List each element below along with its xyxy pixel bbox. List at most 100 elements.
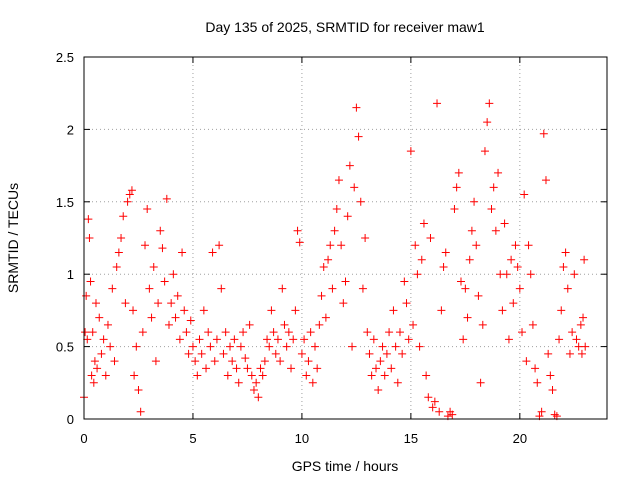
- data-point: [563, 284, 572, 293]
- data-point: [310, 342, 319, 351]
- data-point: [160, 277, 169, 286]
- data-point: [134, 386, 143, 395]
- data-point: [278, 284, 287, 293]
- data-point: [156, 226, 165, 235]
- data-point: [557, 306, 566, 315]
- data-point: [147, 313, 156, 322]
- data-point: [265, 342, 274, 351]
- data-point: [417, 255, 426, 264]
- data-point: [197, 349, 206, 358]
- data-point: [167, 299, 176, 308]
- data-point: [345, 161, 354, 170]
- data-point: [339, 299, 348, 308]
- data-point: [221, 328, 230, 337]
- data-point: [188, 342, 197, 351]
- data-point: [284, 328, 293, 337]
- data-point: [304, 357, 313, 366]
- y-tick-labels: 0 0.5 1 1.5 2 2.5: [56, 50, 74, 427]
- data-point: [509, 299, 518, 308]
- axis-ticks: [83, 56, 607, 420]
- data-point: [485, 99, 494, 108]
- data-point: [393, 378, 402, 387]
- data-point: [267, 306, 276, 315]
- data-point: [89, 378, 98, 387]
- data-point: [191, 357, 200, 366]
- data-point: [97, 349, 106, 358]
- data-point: [539, 129, 548, 138]
- data-point: [193, 371, 202, 380]
- data-point: [282, 342, 291, 351]
- data-point: [398, 349, 407, 358]
- data-point: [463, 313, 472, 322]
- data-point: [577, 349, 586, 358]
- data-point: [480, 147, 489, 156]
- data-point: [130, 371, 139, 380]
- data-point: [164, 320, 173, 329]
- data-point: [90, 357, 99, 366]
- data-point: [328, 284, 337, 293]
- data-point: [108, 284, 117, 293]
- data-point: [258, 371, 267, 380]
- data-point: [433, 99, 442, 108]
- data-point: [465, 255, 474, 264]
- data-point: [315, 320, 324, 329]
- data-point: [232, 364, 241, 373]
- data-point: [85, 234, 94, 242]
- data-point: [332, 205, 341, 214]
- data-point: [280, 320, 289, 329]
- data-point: [204, 328, 213, 337]
- data-point: [548, 386, 557, 395]
- data-point: [110, 357, 119, 366]
- data-point: [367, 371, 376, 380]
- x-tick-label: 0: [80, 431, 87, 446]
- data-point: [228, 357, 237, 366]
- data-point: [354, 132, 363, 141]
- data-point: [526, 270, 535, 279]
- data-point: [572, 335, 581, 344]
- data-point: [369, 335, 378, 344]
- data-point: [350, 183, 359, 192]
- y-tick-label: 2.5: [56, 50, 74, 65]
- data-point: [210, 357, 219, 366]
- data-point: [234, 378, 243, 387]
- data-point: [363, 328, 372, 337]
- y-tick-label: 0.5: [56, 340, 74, 355]
- data-point: [249, 386, 258, 395]
- data-point: [123, 197, 132, 206]
- data-point: [149, 262, 158, 271]
- chart-title: Day 135 of 2025, SRMTID for receiver maw…: [205, 19, 485, 35]
- data-point: [180, 306, 189, 315]
- data-point: [411, 241, 420, 250]
- data-point: [230, 335, 239, 344]
- data-point: [518, 328, 527, 337]
- data-point: [93, 364, 102, 373]
- data-point: [84, 215, 93, 224]
- data-point: [435, 407, 444, 416]
- data-point: [426, 234, 435, 242]
- data-point: [313, 364, 322, 373]
- data-point: [406, 147, 415, 156]
- data-point: [178, 248, 187, 257]
- data-point: [141, 241, 150, 250]
- data-point: [374, 386, 383, 395]
- data-point: [494, 168, 503, 177]
- data-point: [291, 306, 300, 315]
- data-point: [289, 335, 298, 344]
- data-point: [568, 328, 577, 337]
- data-point: [352, 103, 361, 112]
- data-point: [579, 313, 588, 322]
- data-point: [395, 328, 404, 337]
- data-point: [461, 284, 470, 293]
- data-point: [175, 335, 184, 344]
- data-point: [389, 306, 398, 315]
- data-point: [81, 328, 90, 337]
- data-point: [430, 397, 439, 406]
- data-point: [404, 335, 413, 344]
- data-point: [245, 320, 254, 329]
- data-point: [82, 291, 91, 300]
- data-point: [561, 248, 570, 257]
- data-point: [287, 364, 296, 373]
- data-point: [372, 364, 381, 373]
- data-point: [472, 241, 481, 250]
- data-point: [413, 270, 422, 279]
